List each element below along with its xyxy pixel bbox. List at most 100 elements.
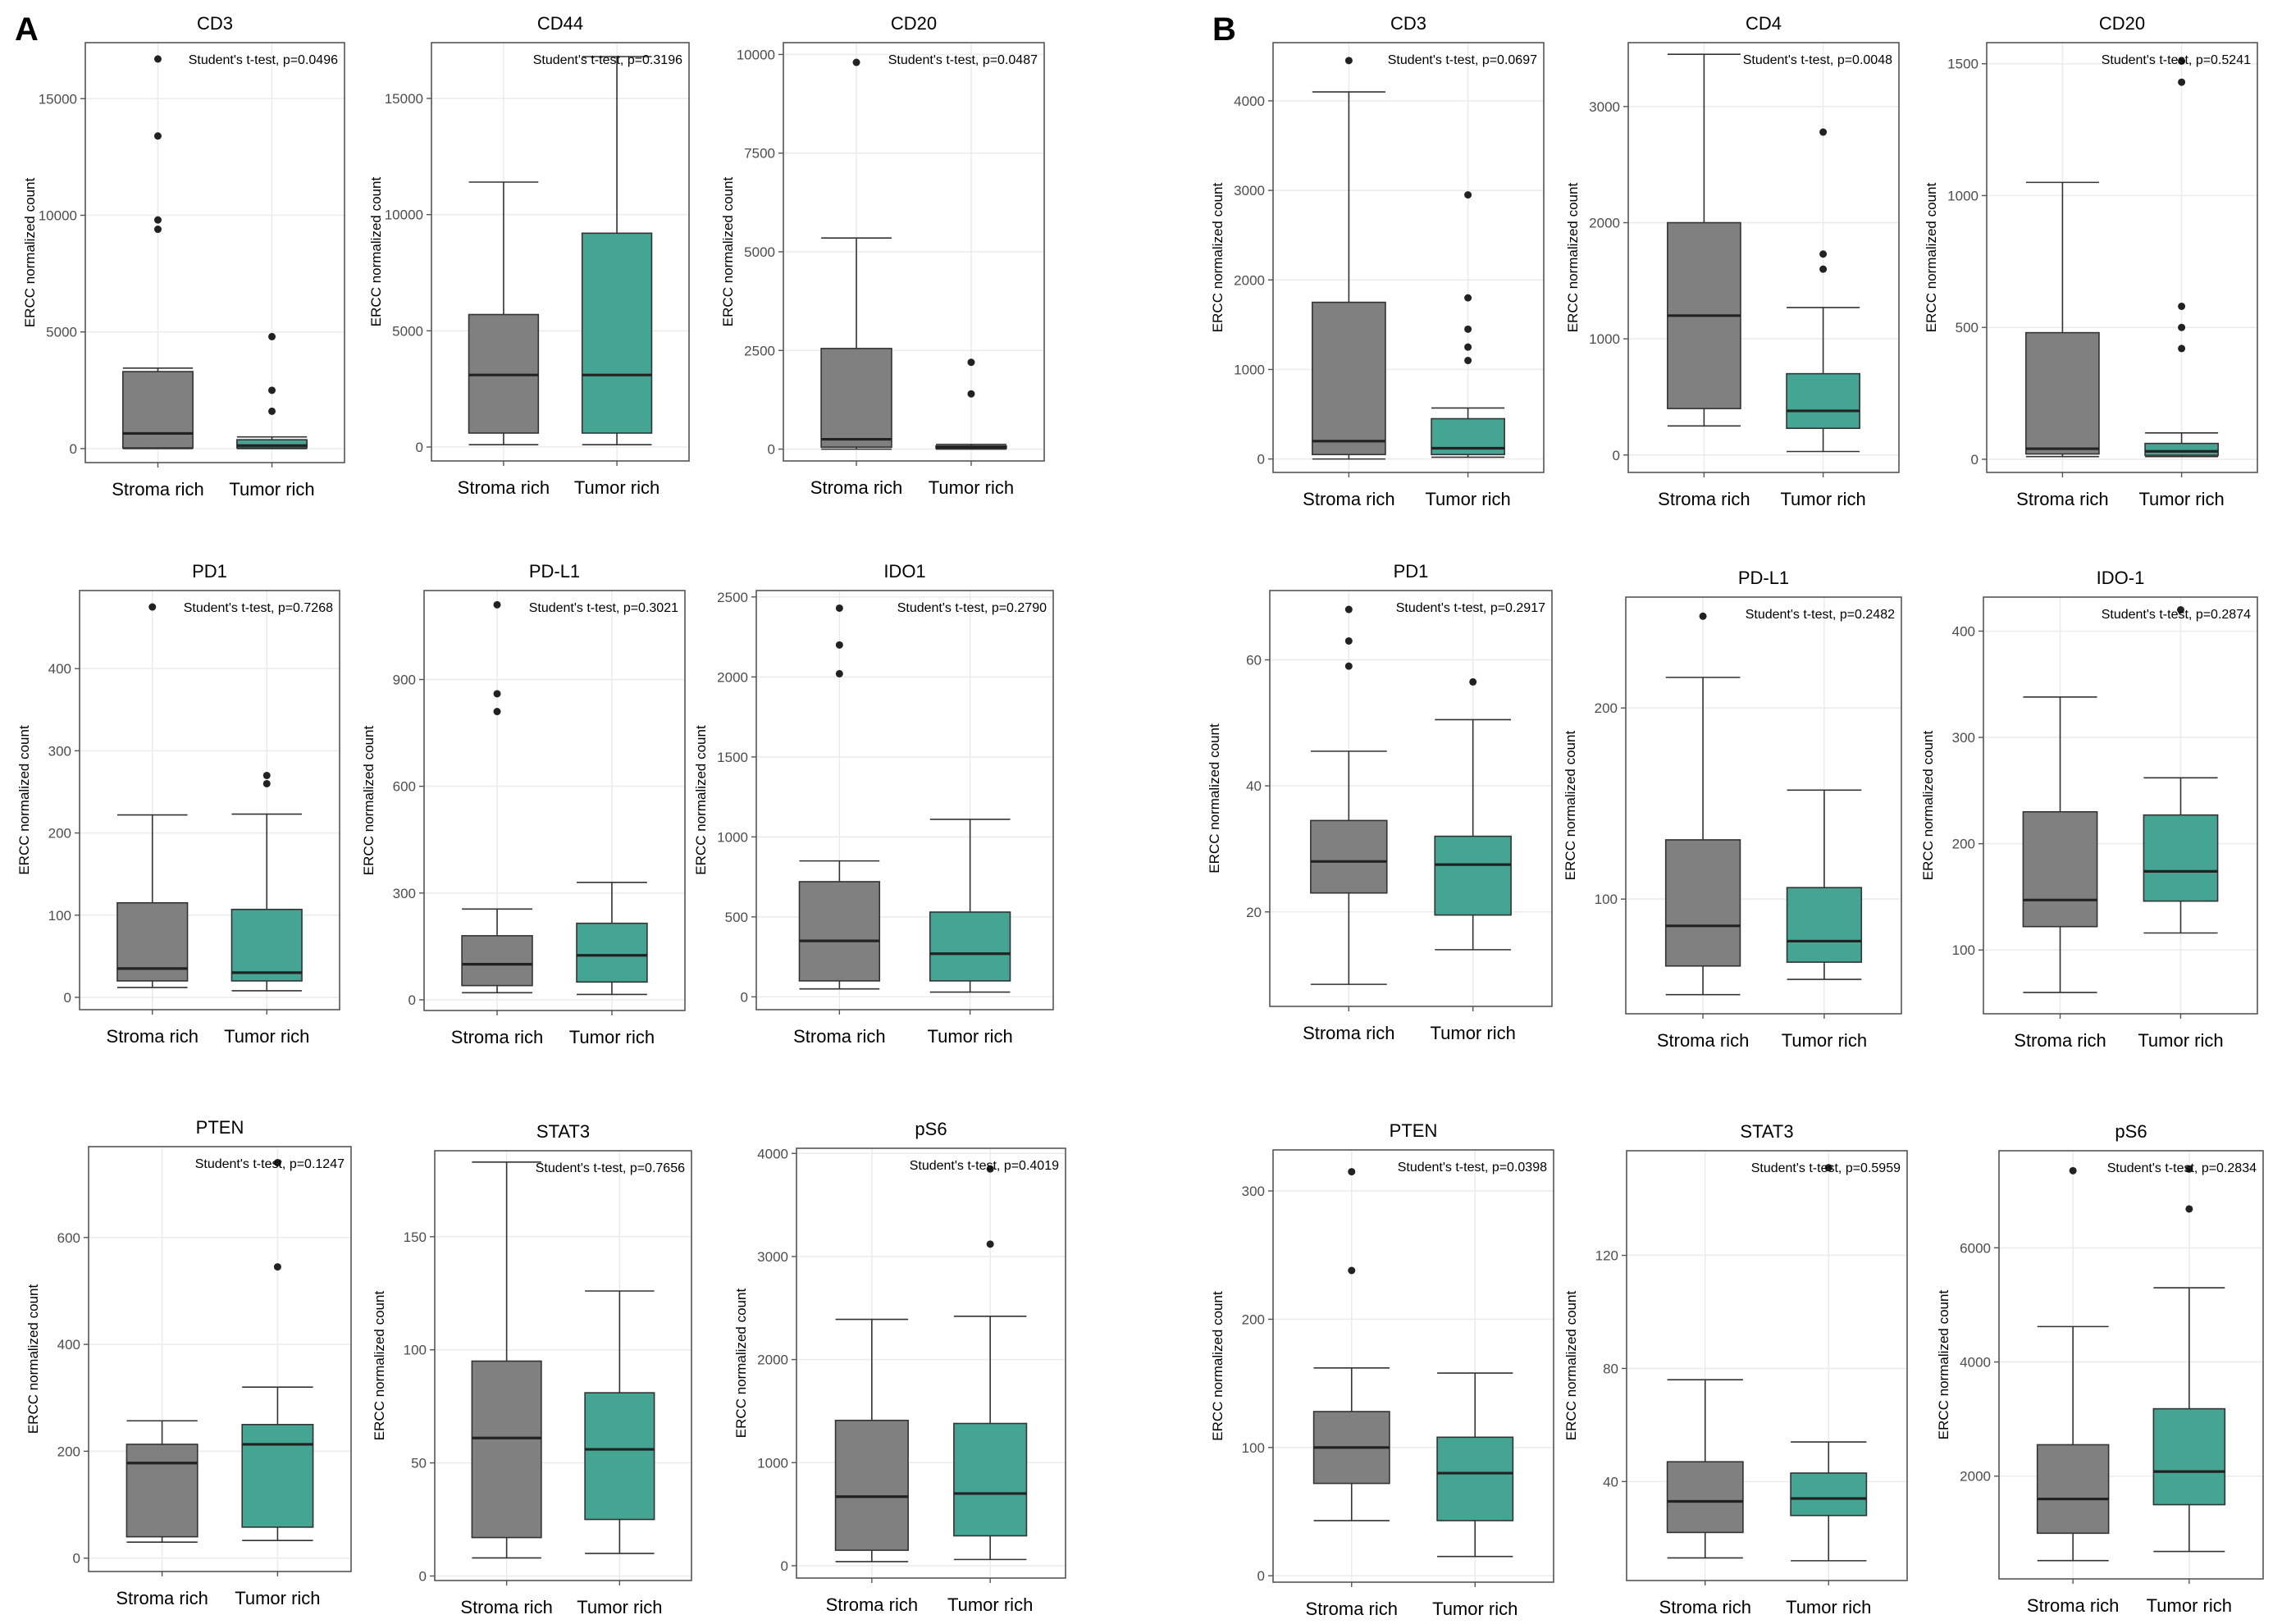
x-tick-label: Tumor rich [235,1588,320,1608]
y-tick-label: 1000 [1947,188,1978,203]
y-tick-label: 0 [419,1568,427,1584]
panel-label-a: A [15,11,39,48]
y-tick-label: 300 [48,743,71,759]
y-tick-label: 7500 [744,146,775,162]
x-tick-label: Stroma rich [2027,1595,2119,1616]
ttest-annotation: Student's t-test, p=0.0398 [1398,1161,1547,1175]
chart-title: IDO-1 [2097,568,2145,588]
y-tick-label: 5000 [392,323,423,339]
y-tick-label: 4000 [1960,1355,1991,1371]
box-tumor-rich [576,922,648,983]
box-tumor-rich [953,1422,1028,1537]
outlier-point [2178,57,2186,66]
ttest-annotation: Student's t-test, p=0.0487 [888,53,1038,67]
box-stroma-rich [820,348,892,448]
x-tick-label: Stroma rich [793,1026,885,1047]
y-axis-label: ERCC normalized count [22,178,38,328]
box-tumor-rich [241,1424,314,1528]
y-tick-label: 2000 [757,1353,788,1368]
y-tick-label: 300 [1952,730,1975,746]
y-tick-label: 15000 [385,91,423,107]
chart-a-ido1: 0 500 1000 1500 2000 2500 Stroma rich Tumor ric… [693,561,1054,1047]
y-axis-label: ERCC normalized count [372,1291,387,1441]
x-tick-label: Tumor rich [1431,1023,1516,1043]
y-tick-label: 300 [1242,1184,1265,1199]
ttest-annotation: Student's t-test, p=0.7268 [184,601,333,615]
y-tick-label: 4000 [757,1146,788,1161]
y-tick-label: 50 [411,1456,427,1471]
y-axis-label: ERCC normalized count [368,177,384,327]
chart-title: PTEN [1390,1120,1438,1141]
plot-frame [1269,590,1553,1007]
y-axis-label: ERCC normalized count [1563,731,1578,881]
outlier-point [153,226,162,234]
y-tick-label: 0 [741,989,748,1005]
y-tick-label: 100 [48,908,71,924]
outlier-point [1344,662,1353,670]
ttest-annotation: Student's t-test, p=0.7656 [536,1161,685,1175]
x-tick-label: Tumor rich [1782,1030,1867,1051]
y-tick-label: 3000 [757,1249,788,1265]
y-tick-label: 0 [408,992,416,1008]
y-tick-label: 100 [404,1343,427,1358]
x-tick-label: Stroma rich [451,1027,543,1047]
box-tumor-rich [230,908,303,982]
y-tick-label: 1500 [717,750,748,765]
chart-b-cd4: 0 1000 2000 3000 Stroma rich Tumor rich CD4 ERC… [1565,13,1900,509]
y-axis-label: ERCC normalized count [1920,731,1936,881]
outlier-point [2069,1166,2077,1175]
y-tick-label: 400 [1952,623,1975,639]
plot-frame [1983,596,2258,1015]
x-tick-label: Tumor rich [927,1026,1012,1047]
y-tick-label: 0 [70,441,77,457]
x-tick-label: Tumor rich [1780,489,1865,509]
y-axis-label: ERCC normalized count [25,1284,41,1435]
x-tick-label: Stroma rich [116,1588,208,1608]
x-tick-label: Stroma rich [1306,1599,1398,1619]
outlier-point [1464,191,1472,199]
chart-title: IDO1 [883,561,925,582]
box-tumor-rich [1786,372,1860,429]
plot-frame [79,590,340,1010]
outlier-point [1464,357,1472,365]
outlier-point [835,669,843,677]
box-stroma-rich [834,1419,909,1551]
chart-b-cd20: 0 500 1000 1500 Stroma rich Tumor rich CD20 ERC… [1924,13,2258,509]
y-tick-label: 200 [1595,700,1618,716]
y-tick-label: 0 [64,990,71,1006]
chart-a-pd1: 0 100 200 300 400 Stroma rich Tumor rich PD1 ERC… [16,561,340,1047]
y-tick-label: 0 [1971,452,1978,468]
x-tick-label: Tumor rich [947,1594,1033,1615]
outlier-point [2178,78,2186,86]
chart-title: pS6 [915,1119,947,1139]
y-tick-label: 500 [1956,320,1978,335]
plot-frame [88,1146,352,1572]
x-tick-label: Tumor rich [569,1027,655,1047]
y-tick-label: 20 [1246,905,1262,920]
y-tick-label: 300 [393,886,416,901]
panel-label-b: B [1212,11,1236,48]
box-stroma-rich [1310,819,1388,894]
chart-b-pd-l1: 100 200 Stroma rich Tumor rich PD-L1 ERCC nor… [1563,568,1902,1051]
outlier-point [1344,636,1353,645]
plot-frame [755,590,1054,1010]
box-stroma-rich [126,1444,199,1538]
x-tick-label: Stroma rich [1659,1597,1751,1617]
outlier-point [967,390,975,398]
box-tumor-rich [1786,887,1863,963]
y-axis-label: ERCC normalized count [693,725,709,875]
outlier-point [1824,1164,1832,1172]
chart-b-pd1: 20 40 60 Stroma rich Tumor rich PD1 ERCC norma… [1207,561,1553,1043]
x-tick-label: Tumor rich [229,479,314,500]
chart-title: CD20 [2099,13,2145,34]
chart-a-cd3: 0 5000 10000 15000 Stroma rich Tumor rich CD3 E… [22,13,345,500]
outlier-point [273,1159,281,1167]
outlier-point [1819,250,1828,258]
y-tick-label: 3000 [1589,99,1620,115]
y-axis-label: ERCC normalized count [361,726,377,876]
plot-frame [1998,1150,2264,1580]
outlier-point [1344,57,1353,65]
y-tick-label: 0 [73,1551,80,1567]
ttest-annotation: Student's t-test, p=0.0048 [1743,53,1892,67]
